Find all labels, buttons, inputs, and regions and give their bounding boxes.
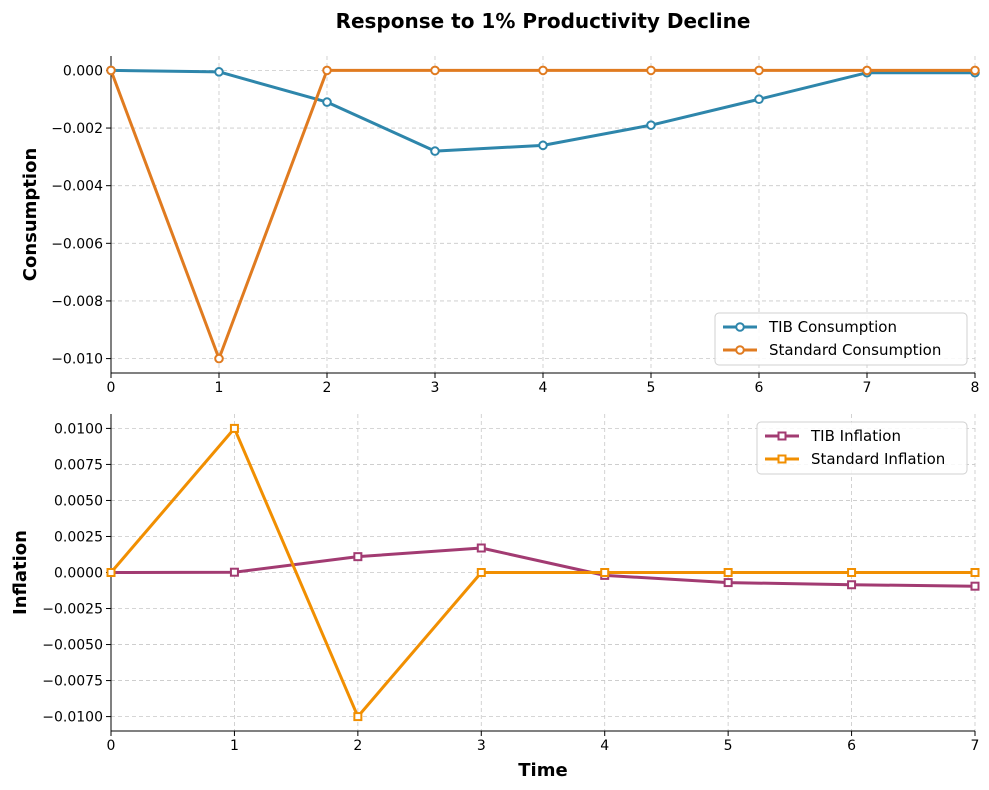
tib-consumption-line [110,68,975,153]
tib-consumption-point [430,146,440,156]
y-axis-label: Consumption [20,148,41,282]
tib-consumption-point [214,67,224,77]
legend-marker [777,454,787,464]
tib-inflation-point [229,567,239,577]
y-tick-label: 0.0000 [54,566,103,582]
x-tick-label: 6 [847,738,856,754]
y-tick-label: −0.006 [51,236,103,252]
x-tick-label: 1 [230,738,239,754]
x-tick-label: 4 [600,738,609,754]
x-axis-label: Time [518,760,567,781]
y-tick-label: 0.0100 [54,421,103,437]
chart-title: Response to 1% Productivity Decline [336,9,751,33]
x-tick-label: 5 [724,738,733,754]
tib-inflation-point [970,581,980,591]
standard-consumption-point [862,65,872,76]
tib-consumption-point [646,120,656,130]
standard-inflation-point [476,568,486,577]
y-axis-label: Inflation [10,530,31,615]
legend-marker [735,345,745,355]
tib-consumption-point [538,140,548,151]
tib-inflation-point [847,580,857,590]
legend: TIB Consumption Standard Consumption [714,312,968,366]
legend-label: Standard Inflation [811,450,945,468]
standard-consumption-point [214,353,224,364]
standard-inflation-line [109,426,975,719]
y-tick-label: −0.010 [51,352,103,368]
x-tick-label: 0 [107,380,116,396]
y-tick-label: −0.008 [51,294,103,310]
x-tick-label: 3 [477,738,486,754]
legend-marker [735,322,745,332]
standard-inflation-point [600,568,610,577]
y-tick-label: −0.0025 [42,602,103,618]
tib-inflation-point [476,543,486,553]
inflation-panel: 0 1 2 3 4 5 6 7 0.0100 0.0075 0.0050 0.0025 0.0000 −0… [10,414,980,781]
x-tick-label: 2 [353,738,362,754]
tib-inflation-point [723,578,733,588]
x-tick-label: 3 [431,380,440,396]
y-tick-label: −0.002 [51,121,103,137]
standard-inflation-point [970,568,980,577]
y-tick-label: 0.0075 [54,457,103,473]
y-tick-label: −0.0100 [42,710,103,726]
standard-inflation-point [229,423,239,433]
legend-box [714,312,968,366]
standard-consumption-point [754,65,764,76]
standard-inflation-point [106,568,116,577]
y-tick-label: 0.000 [63,63,103,79]
standard-consumption-point [106,65,116,76]
x-tick-label: 4 [539,380,548,396]
standard-inflation-point [353,712,363,722]
y-tick-label: 0.0025 [54,529,103,545]
legend-box [756,421,968,475]
x-tick-label: 6 [755,380,764,396]
y-tick-label: −0.0050 [42,638,103,654]
x-tick-label: 7 [971,738,980,754]
x-tick-label: 8 [971,380,980,396]
tib-consumption-point [754,94,764,105]
tib-inflation-line [110,546,976,588]
standard-consumption-point [646,65,656,76]
y-tick-label: −0.004 [51,179,103,195]
legend-label: TIB Consumption [768,318,897,336]
x-tick-label: 1 [215,380,224,396]
x-tick-label: 2 [323,380,332,396]
standard-consumption-point [970,65,980,76]
legend-label: Standard Consumption [769,341,941,359]
legend-marker [777,431,787,441]
consumption-panel: 0 1 2 3 4 5 6 7 8 0.000 −0.002 −0.004 −0.006 −0.008 −0… [20,56,980,396]
y-tick-label: 0.0050 [54,493,103,509]
standard-consumption-point [430,65,440,76]
x-tick-label: 0 [107,738,116,754]
tib-inflation-point [353,552,363,562]
legend: TIB Inflation Standard Inflation [756,421,968,475]
standard-consumption-point [538,65,548,76]
tib-consumption-point [322,97,332,107]
y-tick-label: −0.0075 [42,674,103,690]
x-tick-label: 7 [863,380,872,396]
legend-label: TIB Inflation [810,427,901,445]
standard-inflation-point [847,568,857,577]
x-tick-label: 5 [647,380,656,396]
standard-inflation-point [723,568,733,577]
standard-consumption-point [322,65,332,76]
